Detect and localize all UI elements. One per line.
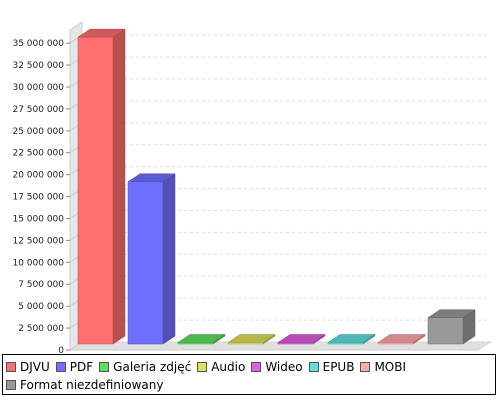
legend-item-format-niezdefiniowany: Format niezdefiniowany: [6, 377, 163, 393]
y-tick-label: 30 000 000: [12, 83, 64, 93]
y-tick-label: 12 500 000: [12, 236, 64, 246]
legend-swatch: [6, 362, 16, 372]
y-tick-label: 5 000 000: [18, 302, 64, 312]
legend-label: Galeria zdjęć: [113, 360, 192, 374]
y-tick-label: 7 500 000: [18, 280, 64, 290]
bar-pdf: [127, 181, 164, 345]
chart-legend: DJVU PDF Galeria zdjęć Audio Wideo EPUB MOBI Fo…: [2, 354, 496, 395]
y-tick-label: 17 500 000: [12, 193, 64, 203]
y-tick-label: 32 500 000: [12, 61, 64, 71]
legend-label: Format niezdefiniowany: [20, 378, 164, 392]
legend-label: DJVU: [20, 360, 50, 374]
bar-epub: [327, 342, 364, 345]
legend-swatch: [6, 380, 16, 390]
legend-swatch: [251, 362, 262, 372]
bar-audio-top: [227, 334, 276, 343]
y-tick-label: 27 500 000: [12, 105, 64, 115]
y-tick-label: 22 500 000: [12, 149, 64, 159]
y-tick-label: 2 500 000: [18, 324, 64, 334]
bar-djvu: [77, 36, 114, 345]
y-tick-label: 10 000 000: [12, 258, 64, 268]
legend-item-djvu: DJVU: [6, 359, 50, 375]
legend-label: EPUB: [322, 360, 355, 374]
legend-item-audio: Audio: [197, 359, 245, 375]
chart-plot-area: 0 2 500 000 5 000 000 7 500 000 10 000 000 12…: [12, 21, 492, 354]
bar-format-niezdefiniowany: [427, 317, 464, 345]
legend-label: MOBI: [374, 360, 407, 374]
legend-item-wideo: Wideo: [251, 359, 303, 375]
bar-pdf-side: [162, 173, 176, 345]
legend-swatch: [308, 362, 319, 372]
legend-label: Wideo: [265, 360, 303, 374]
y-tick-label: 35 000 000: [12, 39, 64, 49]
y-tick-label: 15 000 000: [12, 214, 64, 224]
legend-label: PDF: [69, 360, 94, 374]
bar-wideo: [277, 342, 314, 345]
legend-item-epub: EPUB: [308, 359, 355, 375]
bar-galeria-zdj--top: [177, 334, 226, 343]
legend-swatch: [55, 362, 66, 372]
bar-mobi-top: [377, 334, 426, 343]
legend-swatch: [99, 362, 110, 372]
bar-wideo-top: [277, 334, 326, 343]
legend-label: Audio: [211, 360, 246, 374]
y-tick-label: 25 000 000: [12, 127, 64, 137]
y-tick-label: 0: [58, 346, 64, 354]
bar-mobi: [377, 342, 414, 345]
legend-swatch: [360, 362, 371, 372]
bar-djvu-side: [112, 28, 126, 345]
legend-item-pdf: PDF: [55, 359, 94, 375]
bar-audio: [227, 342, 264, 345]
bar-galeria-zdj-: [177, 342, 214, 345]
legend-item-mobi: MOBI: [360, 359, 406, 375]
bar-epub-top: [327, 334, 376, 343]
legend-swatch: [197, 362, 208, 372]
legend-item-galeria-zdj-: Galeria zdjęć: [99, 359, 191, 375]
y-tick-label: 20 000 000: [12, 171, 64, 181]
